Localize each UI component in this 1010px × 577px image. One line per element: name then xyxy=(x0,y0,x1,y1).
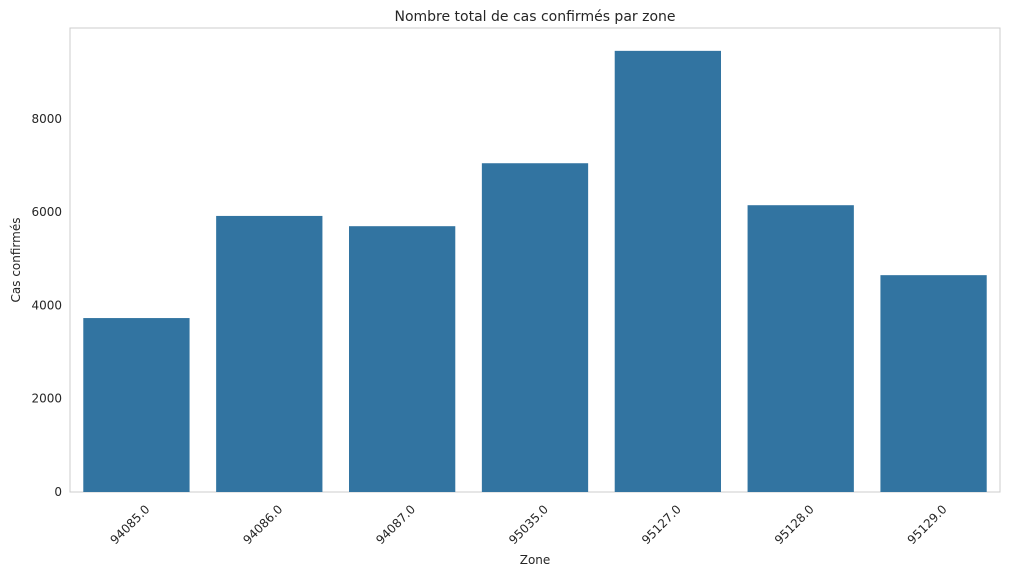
bar-94085.0 xyxy=(83,318,190,492)
x-tick-label: 94086.0 xyxy=(240,502,285,547)
bars-layer xyxy=(83,50,987,493)
bar-95127.0 xyxy=(614,50,721,492)
bar-94087.0 xyxy=(349,226,456,492)
y-tick-label: 8000 xyxy=(31,112,62,126)
x-tick-label: 94087.0 xyxy=(373,502,418,547)
x-tick-label: 95128.0 xyxy=(772,502,817,547)
bar-95128.0 xyxy=(747,205,854,492)
x-axis-label: Zone xyxy=(520,553,551,567)
x-tick-label: 95035.0 xyxy=(506,502,551,547)
x-tick-label: 95129.0 xyxy=(905,502,950,547)
y-ticks-layer: 0 2000 4000 6000 8000 xyxy=(31,112,62,499)
y-tick-label: 6000 xyxy=(31,205,62,219)
bar-95129.0 xyxy=(880,275,987,492)
y-tick-label: 2000 xyxy=(31,392,62,406)
x-ticks-layer: 94085.0 94086.0 94087.0 95035.0 95127.0 95128… xyxy=(107,502,949,547)
y-tick-label: 4000 xyxy=(31,298,62,312)
y-axis-label: Cas confirmés xyxy=(9,218,23,303)
x-tick-label: 95127.0 xyxy=(639,502,684,547)
chart-title: Nombre total de cas confirmés par zone xyxy=(394,9,675,25)
bar-94086.0 xyxy=(216,215,323,493)
y-tick-label: 0 xyxy=(54,485,62,499)
bar-95035.0 xyxy=(481,163,589,492)
x-tick-label: 94085.0 xyxy=(107,502,152,547)
